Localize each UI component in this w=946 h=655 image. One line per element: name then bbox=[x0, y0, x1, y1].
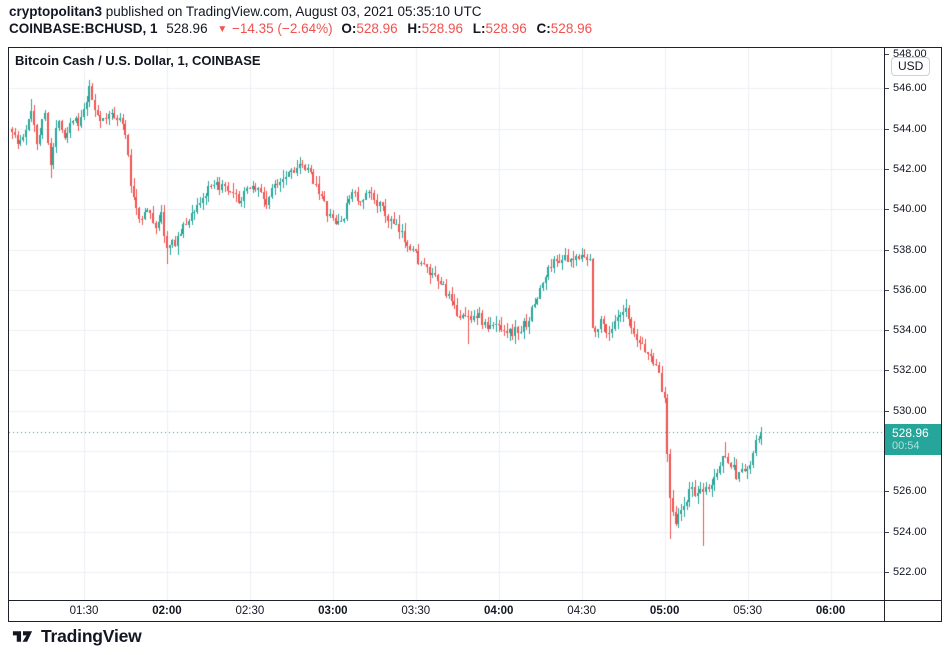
current-price-label: 528.96 00:54 bbox=[885, 424, 941, 455]
symbol-name: COINBASE:BCHUSD, 1 bbox=[9, 21, 158, 36]
price-tick-label: 542.00 bbox=[885, 162, 941, 176]
chart-title: Bitcoin Cash / U.S. Dollar, 1, COINBASE bbox=[15, 53, 261, 68]
high-value: H:528.96 bbox=[407, 21, 463, 36]
last-price-value: 528.96 bbox=[166, 21, 208, 36]
price-tick-label: 522.00 bbox=[885, 565, 941, 579]
time-tick-label: 04:00 bbox=[484, 605, 514, 617]
open-value: O:528.96 bbox=[341, 21, 398, 36]
price-down-triangle-icon: ▼ bbox=[217, 24, 228, 35]
price-tick-label: 546.00 bbox=[885, 81, 941, 95]
tradingview-logo-text: TradingView bbox=[41, 626, 142, 646]
bar-countdown: 00:54 bbox=[892, 440, 920, 452]
price-tick-label: 532.00 bbox=[885, 363, 941, 377]
symbol-info-line: COINBASE:BCHUSD, 1 528.96 ▼ −14.35 (−2.6… bbox=[9, 21, 598, 39]
publish-info-text: published on TradingView.com, August 03,… bbox=[102, 4, 482, 19]
price-tick-label: 538.00 bbox=[885, 243, 941, 257]
time-tick-label: 02:30 bbox=[235, 605, 265, 617]
time-tick-label: 03:00 bbox=[318, 605, 348, 617]
time-tick-label: 04:30 bbox=[567, 605, 597, 617]
tradingview-logo-icon bbox=[12, 631, 33, 642]
time-tick-label: 05:00 bbox=[649, 605, 680, 617]
price-tick-label: 536.00 bbox=[885, 283, 941, 297]
time-tick-label: 03:30 bbox=[401, 605, 431, 617]
price-axis[interactable]: 522.00524.00526.00528.00530.00532.00534.… bbox=[885, 48, 941, 600]
tradingview-logo[interactable]: TradingView bbox=[11, 625, 142, 648]
currency-button[interactable]: USD bbox=[891, 57, 931, 76]
price-chart-canvas[interactable] bbox=[9, 48, 884, 600]
price-change: −14.35 (−2.64%) bbox=[232, 21, 333, 36]
price-tick-label: 540.00 bbox=[885, 202, 941, 216]
close-value: C:528.96 bbox=[536, 21, 593, 36]
low-value: L:528.96 bbox=[472, 21, 527, 36]
current-price-value: 528.96 bbox=[892, 426, 929, 440]
price-tick-label: 544.00 bbox=[885, 122, 941, 136]
price-tick-label: 530.00 bbox=[885, 404, 941, 418]
publisher-username: cryptopolitan3 bbox=[9, 4, 103, 19]
price-tick-label: 526.00 bbox=[885, 484, 941, 498]
plot-area[interactable]: Bitcoin Cash / U.S. Dollar, 1, COINBASE bbox=[9, 48, 885, 600]
time-tick-label: 01:30 bbox=[69, 605, 99, 617]
axis-corner-separator bbox=[884, 601, 885, 621]
time-tick-label: 05:30 bbox=[733, 605, 762, 617]
chart-frame: Bitcoin Cash / U.S. Dollar, 1, COINBASE … bbox=[8, 47, 942, 622]
time-tick-label: 06:00 bbox=[815, 605, 846, 617]
publish-info-line: cryptopolitan3 published on TradingView.… bbox=[9, 4, 482, 20]
time-tick-label: 02:00 bbox=[152, 605, 182, 617]
price-tick-label: 534.00 bbox=[885, 323, 941, 337]
price-tick-label: 524.00 bbox=[885, 525, 941, 539]
time-axis[interactable]: 01:30 02:00 02:30 03:00 03:30 04:00 04:30 05:00… bbox=[9, 600, 941, 621]
